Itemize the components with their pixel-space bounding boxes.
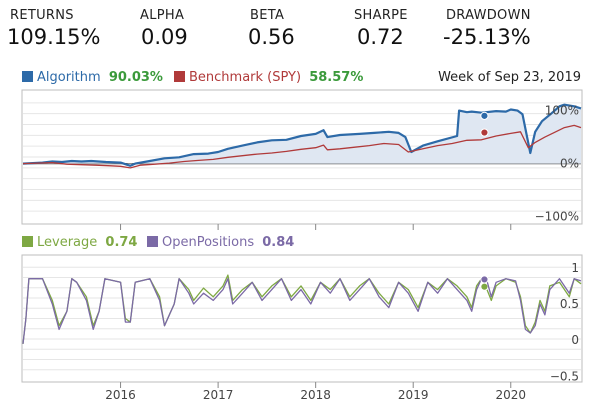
algorithm-legend-value: 90.03% [109,70,163,85]
stat-sharpe-label: SHARPE [354,8,408,23]
leverage-legend-value: 0.74 [105,235,137,250]
stat-drawdown: DRAWDOWN -25.13% [443,8,531,49]
benchmark-spy-line [22,124,582,169]
x-tick-label: 2019 [398,388,429,402]
benchmark-legend-value: 58.57% [309,70,363,85]
benchmark-spy-marker [480,128,489,137]
openpositions-legend-value: 0.84 [262,235,294,250]
charts-svg[interactable]: Algorithm 90.03% Benchmark (SPY) 58.57% … [0,62,600,403]
stat-returns-value: 109.15% [7,25,101,49]
exposure-y-tick-label: 0 [571,333,579,347]
stat-alpha-label: ALPHA [140,8,185,23]
openpositions-marker [480,275,489,284]
x-tick-label: 2017 [203,388,234,402]
x-axis: 2016 2017 2018 2019 2020 [105,224,526,402]
algorithm-area [23,104,581,166]
openpositions-line [22,278,582,344]
stat-beta-value: 0.56 [248,25,295,49]
stat-alpha-value: 0.09 [141,25,188,49]
openpositions-legend-name: OpenPositions [162,235,254,250]
equity-y-tick-label: −100% [535,210,579,224]
stat-alpha: ALPHA 0.09 [140,8,188,49]
stats-bar: RETURNS 109.15% ALPHA 0.09 BETA 0.56 SHA… [0,0,600,62]
algorithm-line [22,103,582,167]
equity-legend: Algorithm 90.03% Benchmark (SPY) 58.57% … [22,70,581,85]
equity-y-tick-label: 100% [545,104,579,118]
benchmark-legend-name: Benchmark (SPY) [189,70,301,85]
leverage-legend-name: Leverage [37,235,97,250]
leverage-legend-swatch [22,236,33,247]
exposure-legend: Leverage 0.74 OpenPositions 0.84 [22,235,294,250]
openpositions-legend-swatch [147,236,158,247]
stat-drawdown-value: -25.13% [443,25,531,49]
stat-beta-label: BETA [250,8,285,23]
exposure-y-tick-label: −0.5 [550,369,579,383]
stat-beta: BETA 0.56 [248,8,295,49]
exposure-y-tick-label: 1 [571,261,579,275]
equity-series [22,103,582,169]
equity-y-ticks: 100% 0% −100% [535,104,579,224]
leverage-marker [480,282,489,291]
equity-y-tick-label: 0% [560,157,579,171]
leverage-legend-entry: Leverage 0.74 [37,235,137,250]
period-label: Week of Sep 23, 2019 [438,70,581,85]
stat-sharpe: SHARPE 0.72 [354,8,408,49]
benchmark-legend-swatch [174,71,185,82]
exposure-y-tick-label: 0.5 [560,297,579,311]
exposure-grid [23,266,581,371]
x-tick-label: 2016 [105,388,136,402]
x-tick-label: 2020 [495,388,526,402]
algorithm-legend-swatch [22,71,33,82]
algorithm-legend-name: Algorithm [37,70,101,85]
openpositions-legend-entry: OpenPositions 0.84 [162,235,294,250]
stat-sharpe-value: 0.72 [357,25,404,49]
stat-drawdown-label: DRAWDOWN [446,8,531,23]
x-tick-label: 2018 [300,388,331,402]
exposure-y-ticks: 1 0.5 0 −0.5 [550,261,579,384]
stat-returns-label: RETURNS [10,8,74,23]
stat-returns: RETURNS 109.15% [7,8,101,49]
algorithm-marker [480,111,489,120]
algorithm-legend-entry: Algorithm 90.03% [37,70,163,85]
benchmark-legend-entry: Benchmark (SPY) 58.57% [189,70,363,85]
exposure-series [22,274,582,344]
